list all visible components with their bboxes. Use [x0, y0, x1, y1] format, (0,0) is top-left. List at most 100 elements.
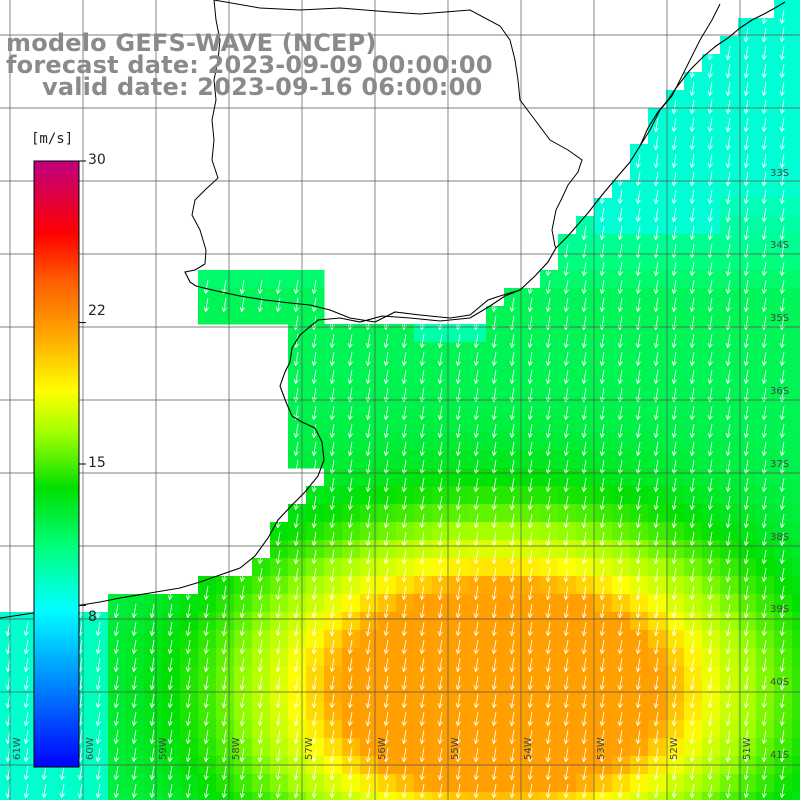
wind-arrow — [671, 657, 677, 673]
wind-speed-cell — [72, 774, 91, 793]
wind-arrow — [581, 729, 587, 745]
wind-speed-cell — [558, 738, 577, 757]
wind-arrow — [419, 531, 425, 547]
wind-arrow — [545, 531, 551, 547]
wind-speed-cell — [720, 90, 739, 109]
wind-arrow — [761, 351, 767, 367]
wind-arrow — [509, 675, 515, 691]
wind-arrow — [113, 657, 119, 673]
wind-arrow — [599, 549, 605, 565]
wind-speed-cell — [216, 306, 235, 325]
coastline-uruguay — [374, 289, 521, 323]
wind-speed-cell — [648, 288, 667, 307]
wind-speed-cell — [702, 594, 721, 613]
wind-arrow — [95, 711, 101, 727]
wind-arrow — [401, 369, 407, 385]
wind-arrow — [725, 675, 731, 691]
wind-speed-cell — [468, 594, 487, 613]
wind-arrow — [725, 351, 731, 367]
wind-speed-cell — [432, 612, 451, 631]
wind-arrow — [599, 405, 605, 421]
wind-arrow — [329, 477, 335, 493]
wind-speed-cell — [702, 720, 721, 739]
wind-arrow — [743, 135, 749, 151]
wind-speed-cell — [306, 774, 325, 793]
wind-speed-cell — [126, 666, 145, 685]
wind-arrow — [707, 531, 713, 547]
wind-arrow — [725, 45, 731, 61]
wind-speed-cell — [504, 306, 523, 325]
wind-speed-cell — [612, 522, 631, 541]
wind-speed-cell — [414, 522, 433, 541]
wind-arrow — [455, 729, 461, 745]
wind-arrow — [707, 135, 713, 151]
wind-speed-cell — [504, 540, 523, 559]
wind-arrow — [329, 531, 335, 547]
wind-speed-cell — [594, 504, 613, 523]
wind-speed-cell — [126, 684, 145, 703]
wind-arrow — [401, 675, 407, 691]
wind-speed-cell — [576, 468, 595, 487]
wind-speed-cell — [216, 684, 235, 703]
wind-arrow — [617, 207, 623, 223]
wind-speed-cell — [774, 720, 793, 739]
wind-speed-cell — [612, 486, 631, 505]
wind-speed-cell — [180, 666, 199, 685]
wind-speed-cell — [756, 414, 775, 433]
wind-arrow — [779, 747, 785, 763]
wind-speed-cell — [684, 342, 703, 361]
wind-arrow — [761, 639, 767, 655]
wind-arrow — [761, 369, 767, 385]
wind-speed-cell — [792, 774, 800, 793]
wind-arrow — [311, 333, 317, 349]
wind-arrow — [743, 513, 749, 529]
wind-speed-cell — [504, 558, 523, 577]
wind-arrow — [617, 567, 623, 583]
wind-speed-cell — [702, 774, 721, 793]
wind-arrow — [725, 297, 731, 313]
wind-speed-cell — [486, 522, 505, 541]
wind-arrow — [347, 405, 353, 421]
wind-speed-cell — [756, 630, 775, 649]
wind-speed-cell — [108, 774, 127, 793]
wind-speed-cell — [342, 324, 361, 343]
wind-arrow — [635, 765, 641, 781]
wind-speed-cell — [342, 630, 361, 649]
wind-arrow — [761, 531, 767, 547]
wind-speed-cell — [576, 306, 595, 325]
wind-speed-cell — [342, 360, 361, 379]
wind-speed-cell — [720, 198, 739, 217]
wind-speed-cell — [738, 18, 757, 37]
wind-speed-cell — [306, 450, 325, 469]
wind-speed-cell — [162, 666, 181, 685]
wind-arrow — [653, 711, 659, 727]
wind-arrow — [725, 189, 731, 205]
wind-speed-cell — [360, 396, 379, 415]
wind-speed-cell — [720, 216, 739, 235]
wind-arrow — [401, 315, 407, 331]
wind-arrow — [473, 747, 479, 763]
wind-speed-cell — [504, 738, 523, 757]
wind-speed-cell — [756, 540, 775, 559]
wind-speed-cell — [630, 630, 649, 649]
wind-arrow — [437, 657, 443, 673]
wind-speed-cell — [180, 648, 199, 667]
wind-arrow — [401, 693, 407, 709]
wind-arrow — [473, 513, 479, 529]
wind-arrow — [653, 621, 659, 637]
wind-arrow — [761, 567, 767, 583]
wind-arrow — [779, 81, 785, 97]
wind-arrow — [59, 783, 65, 799]
wind-arrow — [401, 477, 407, 493]
wind-arrow — [743, 225, 749, 241]
wind-arrow — [329, 405, 335, 421]
wind-arrow — [221, 297, 227, 313]
wind-speed-cell — [756, 504, 775, 523]
wind-arrow — [617, 693, 623, 709]
wind-arrow — [599, 279, 605, 295]
border-argentina-uruguay — [191, 0, 221, 265]
wind-arrow — [563, 567, 569, 583]
wind-speed-cell — [396, 558, 415, 577]
wind-speed-cell — [576, 234, 595, 253]
wind-speed-cell — [162, 774, 181, 793]
